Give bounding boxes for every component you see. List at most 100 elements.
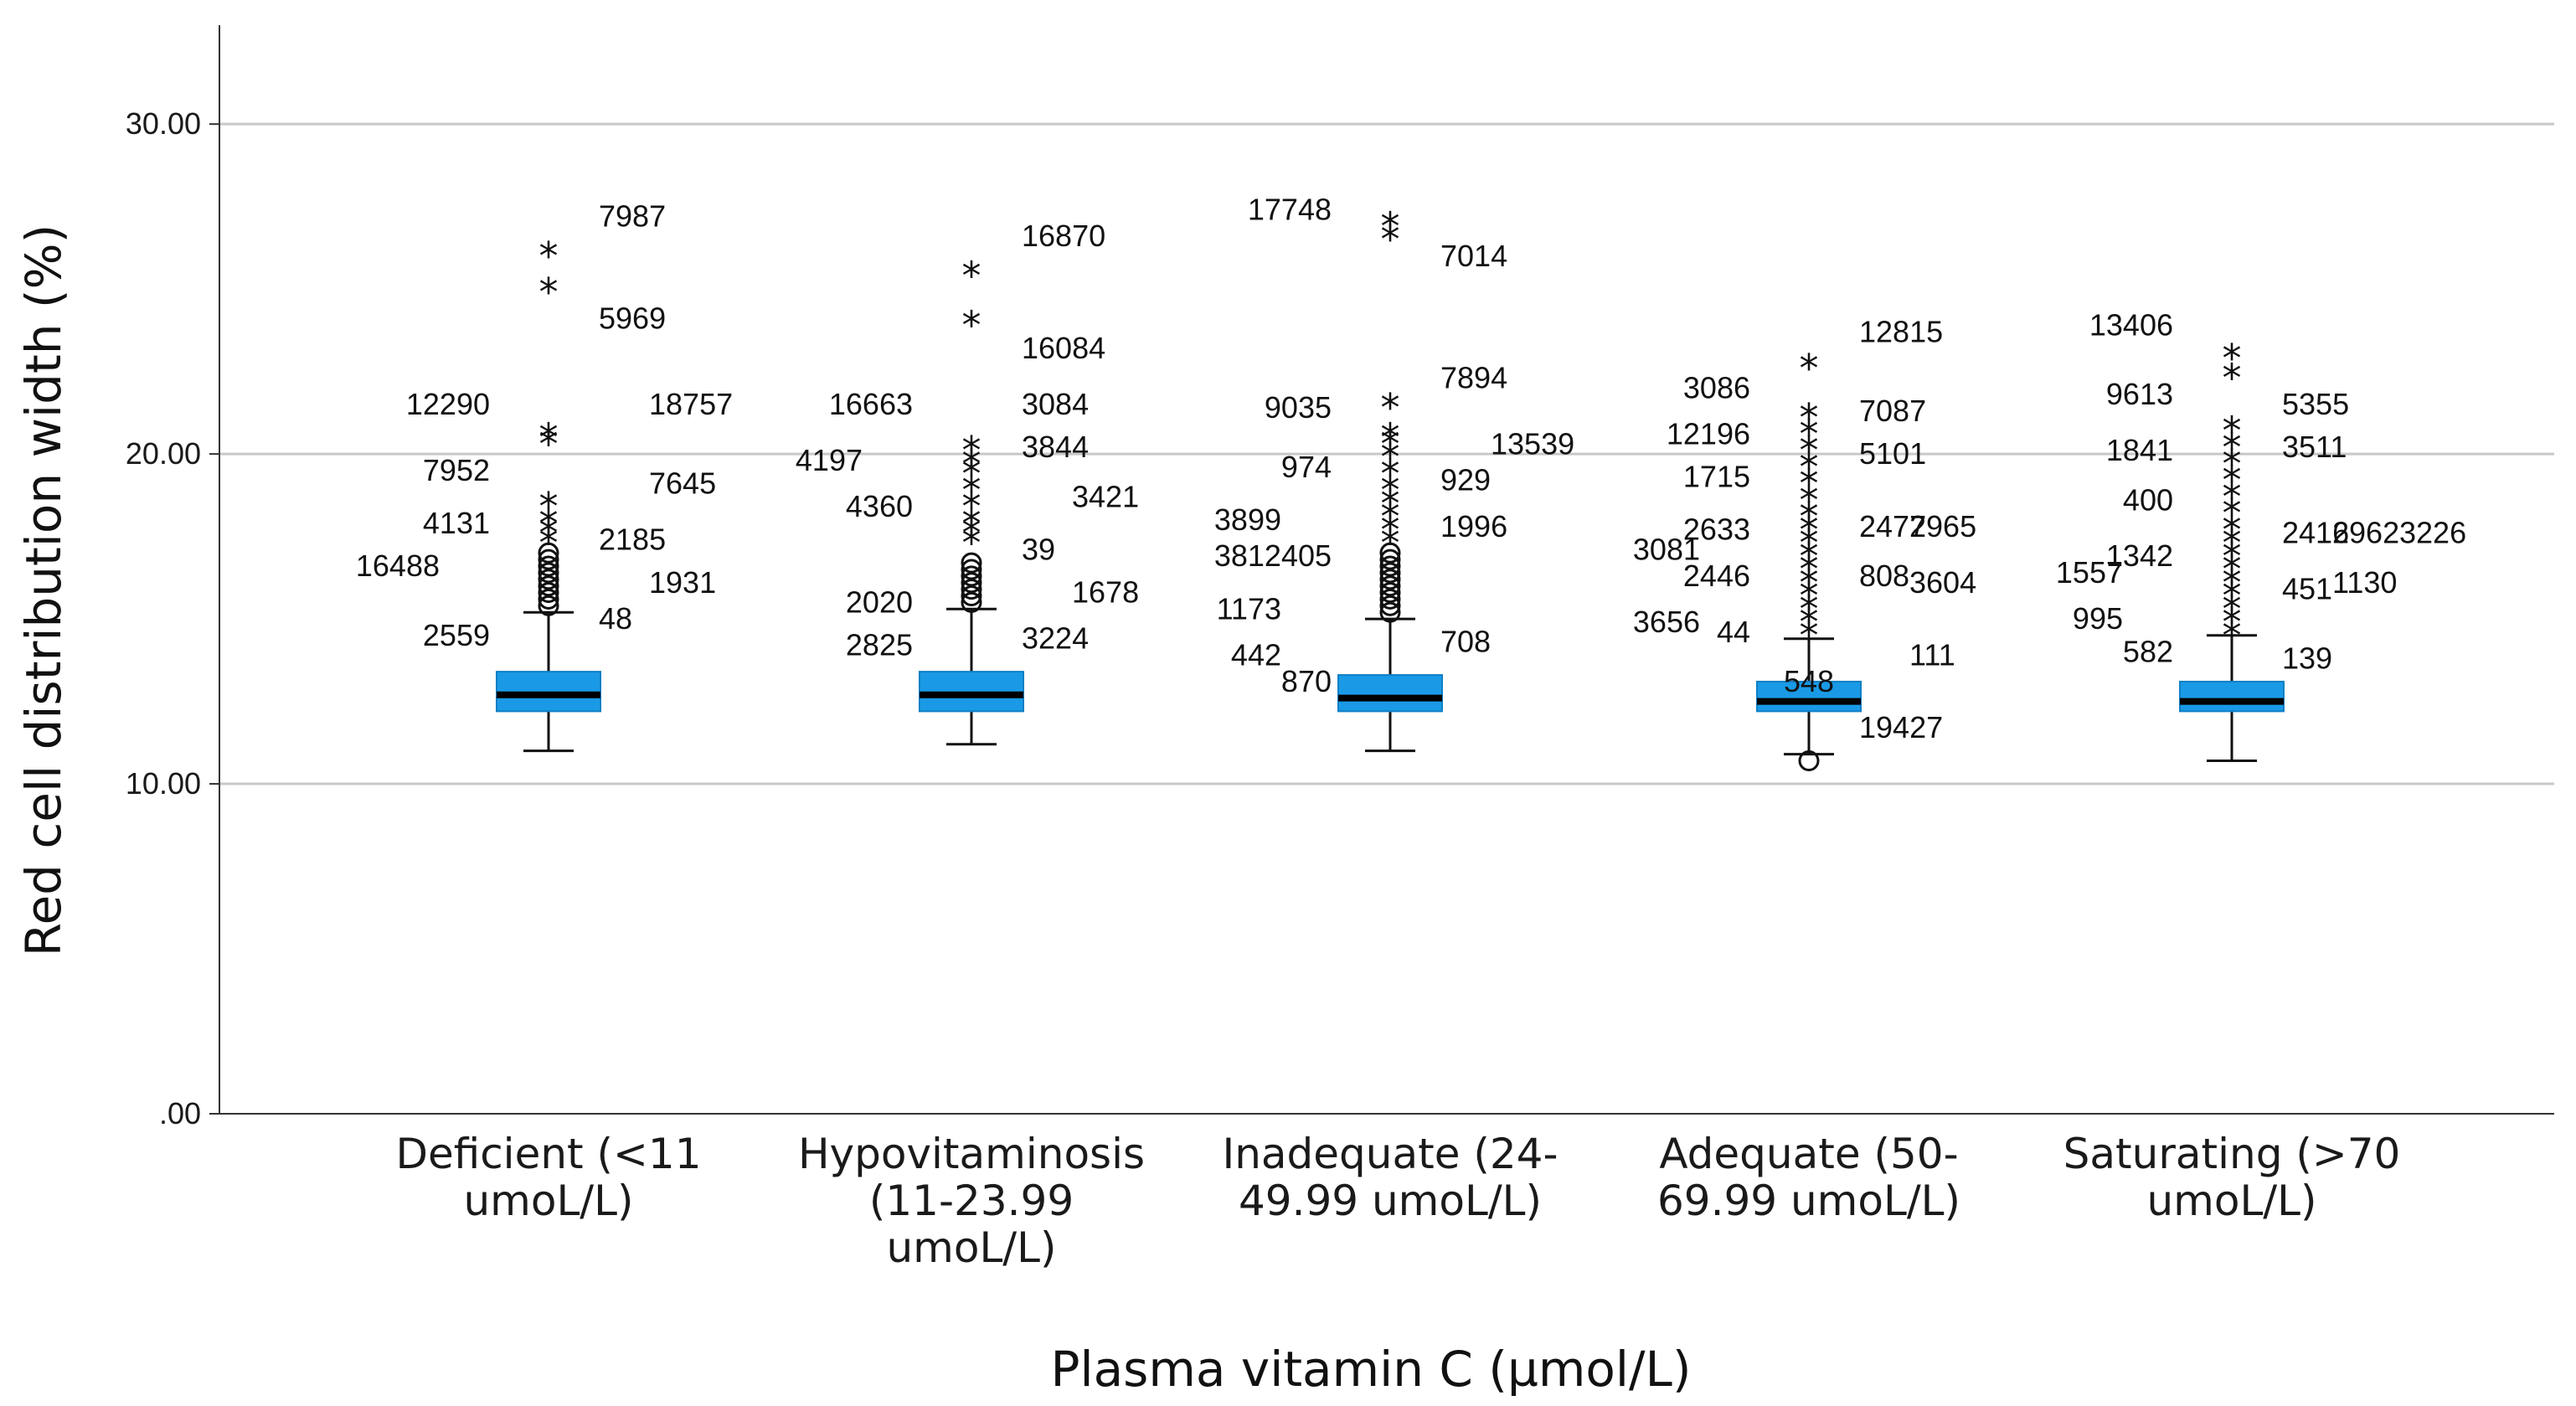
outlier-case-label: 400 (2123, 482, 2173, 517)
outlier-case-label: 9613 (2106, 377, 2173, 411)
outlier-case-label: 2416 (2282, 516, 2349, 550)
star-outlier: * (1381, 494, 1400, 539)
star-outlier: * (2223, 441, 2242, 487)
outlier-case-label: 111 (1909, 637, 1955, 672)
outlier-case-label: 18757 (649, 387, 733, 421)
outlier-case-label: 16084 (1022, 331, 1105, 365)
star-outlier: * (2223, 521, 2242, 566)
star-outlier: * (962, 451, 981, 497)
circle-outlier (961, 572, 982, 594)
outlier-case-label: 3812405 (1214, 538, 1332, 573)
star-outlier: * (539, 270, 559, 315)
star-outlier: * (1381, 507, 1400, 553)
category-label: Hypovitaminosis (798, 1130, 1145, 1178)
category-label: (11-23.99 (869, 1177, 1074, 1225)
outlier-case-label: 2633 (1683, 512, 1750, 547)
outlier-case-label: 4131 (423, 506, 490, 540)
star-outlier: * (1800, 560, 1819, 605)
outlier-case-label: 3084 (1022, 387, 1089, 421)
category-label: Deficient (<11 (395, 1130, 701, 1178)
category-label: 49.99 umoL/L) (1239, 1177, 1542, 1225)
star-outlier: * (1381, 481, 1400, 526)
outlier-case-label: 7014 (1440, 239, 1507, 273)
star-outlier: * (1800, 521, 1819, 566)
outlier-case-label: 2965 (1909, 509, 1976, 543)
circle-outlier (961, 559, 982, 580)
star-outlier: * (1800, 533, 1819, 579)
box-group: ********** (919, 253, 1024, 746)
star-outlier: * (1800, 428, 1819, 473)
star-outlier: * (1381, 521, 1400, 566)
circle-outlier (538, 575, 559, 597)
outlier-case-label: 3899 (1214, 502, 1281, 537)
outlier-case-label: 3656 (1633, 605, 1700, 639)
outlier-case-label: 17748 (1248, 193, 1332, 227)
star-outlier: * (962, 441, 981, 487)
star-outlier: * (1800, 600, 1819, 645)
star-outlier: * (2223, 613, 2242, 658)
star-outlier: * (2223, 425, 2242, 470)
outlier-case-label: 16663 (829, 387, 913, 421)
star-outlier: * (1800, 507, 1819, 553)
outlier-case-label: 995 (2073, 601, 2123, 636)
circle-outlier (538, 582, 559, 604)
circle-outlier (538, 548, 559, 570)
star-outlier: * (539, 484, 559, 529)
circle-outlier (1379, 601, 1401, 623)
star-outlier: * (1381, 468, 1400, 513)
category-label: umoL/L) (886, 1223, 1056, 1272)
star-outlier: * (1381, 385, 1400, 430)
star-outlier: * (962, 484, 981, 529)
outlier-case-label: 808 (1859, 559, 1909, 593)
star-outlier: * (962, 303, 981, 348)
circle-outlier (961, 585, 982, 607)
y-axis-title: Red cell distribution width (%) (15, 224, 72, 957)
star-outlier: * (962, 468, 981, 513)
circle-outlier (1379, 555, 1401, 577)
outlier-case-label: 7987 (599, 198, 666, 233)
outlier-case-label: 12196 (1667, 416, 1750, 451)
outlier-case-label: 7087 (1859, 394, 1926, 428)
outlier-case-label: 4360 (846, 489, 913, 523)
outlier-case-label: 2559 (423, 618, 490, 652)
circle-outlier (538, 569, 559, 590)
star-outlier: * (1381, 415, 1400, 460)
outlier-case-label: 39 (1022, 532, 1055, 566)
outlier-case-label: 5101 (1859, 436, 1926, 471)
category-label: 69.99 umoL/L) (1657, 1177, 1960, 1225)
outlier-case-label: 16870 (1022, 219, 1105, 253)
star-outlier: * (962, 253, 981, 298)
star-outlier: * (1800, 586, 1819, 631)
star-outlier: * (2223, 574, 2242, 619)
star-outlier: * (2223, 458, 2242, 503)
y-tick-label: .00 (159, 1096, 201, 1130)
circle-outlier (1798, 749, 1820, 771)
outlier-case-label: 4197 (796, 443, 863, 477)
outlier-case-label: 48 (599, 601, 632, 636)
star-outlier: * (2223, 600, 2242, 645)
gridlines (219, 122, 2554, 785)
outlier-case-label: 870 (1281, 664, 1332, 698)
star-outlier: * (1800, 445, 1819, 490)
iqr-box (1337, 674, 1443, 713)
box-group: ************ (1337, 203, 1443, 753)
outlier-case-label: 3226 (2399, 516, 2466, 550)
star-outlier: * (539, 234, 559, 279)
category-labels: Deficient (<11umoL/L)Hypovitaminosis(11-… (395, 1130, 2400, 1272)
star-outlier: * (539, 521, 559, 566)
category-label: Inadequate (24- (1222, 1130, 1558, 1178)
outlier-case-label: 929 (1440, 463, 1491, 497)
outlier-case-label: 12290 (406, 387, 490, 421)
outlier-case-label: 2185 (599, 523, 666, 557)
y-tick-label: 20.00 (126, 436, 201, 471)
category-label: umoL/L) (463, 1177, 633, 1225)
axes: .00 10.00 20.00 30.00 (126, 25, 2554, 1130)
outlier-case-label: 16488 (356, 548, 440, 583)
outlier-case-label: 3844 (1022, 430, 1089, 464)
star-outlier: * (2223, 474, 2242, 519)
star-outlier: * (1800, 494, 1819, 539)
outlier-case-label: 1173 (1217, 591, 1281, 626)
star-outlier: * (2223, 560, 2242, 605)
outlier-case-label: 2446 (1683, 559, 1750, 593)
outlier-case-label: 3511 (2282, 430, 2347, 464)
